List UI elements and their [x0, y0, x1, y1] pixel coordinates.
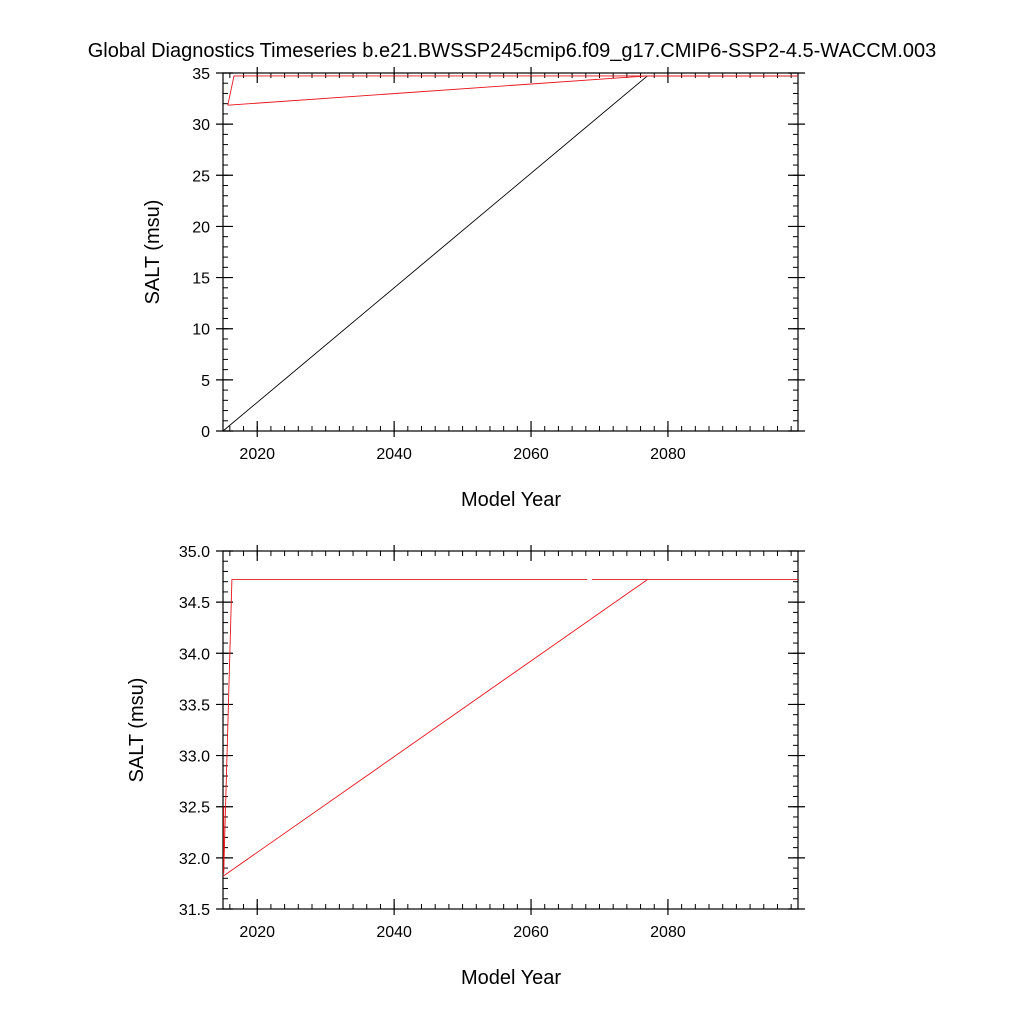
- y-tick-label: 32.5: [179, 800, 210, 817]
- panel-top: 2020 2040 2060 2080 0 5 10 15 20 25 30 35 Model Yea…: [142, 66, 805, 511]
- y-tick-label: 33.0: [179, 749, 210, 766]
- series-line-top-1: [227, 75, 798, 106]
- y-tick-label: 20: [192, 219, 210, 236]
- y-tick-label: 0: [201, 424, 210, 441]
- y-tick-label: 34.0: [179, 646, 210, 663]
- ticks-top: 2020 2040 2060 2080 0 5 10 15 20 25 30 35: [192, 66, 805, 463]
- x-axis-label-bottom: Model Year: [461, 967, 561, 989]
- series-line-bottom-0: [223, 579, 588, 874]
- chart-title: Global Diagnostics Timeseries b.e21.BWSS…: [88, 40, 937, 62]
- series-line-top-2: [227, 75, 778, 106]
- y-tick-label: 34.5: [179, 595, 210, 612]
- x-tick-label: 2060: [513, 924, 549, 941]
- y-tick-label: 5: [201, 373, 210, 390]
- y-tick-label: 25: [192, 168, 210, 185]
- panel-bottom: 2020 2040 2060 2080 31.5 32.0 32.5 33.0 33.5 34.0…: [126, 544, 805, 989]
- plot-frame-bottom: [222, 550, 799, 910]
- plot-frame-top: [222, 72, 799, 432]
- y-axis-label-bottom: SALT (msu): [126, 678, 148, 783]
- y-tick-label: 10: [192, 322, 210, 339]
- x-tick-label: 2080: [650, 924, 686, 941]
- y-tick-label: 35: [192, 66, 210, 83]
- y-axis-label-top: SALT (msu): [142, 200, 164, 305]
- y-tick-label: 33.5: [179, 697, 210, 714]
- x-tick-label: 2080: [650, 446, 686, 463]
- ticks-bottom: 2020 2040 2060 2080 31.5 32.0 32.5 33.0 33.5 34.0…: [179, 544, 805, 941]
- x-tick-label: 2040: [376, 924, 412, 941]
- series-top: [222, 75, 798, 432]
- x-axis-label-top: Model Year: [461, 489, 561, 511]
- y-tick-label: 30: [192, 117, 210, 134]
- x-tick-label: 2020: [239, 924, 275, 941]
- series-line-bottom-2: [222, 579, 648, 877]
- y-tick-label: 32.0: [179, 851, 210, 868]
- series-line-top-0: [222, 75, 798, 432]
- y-tick-label: 35.0: [179, 544, 210, 561]
- y-tick-label: 15: [192, 271, 210, 288]
- series-bottom: [222, 579, 798, 877]
- x-tick-label: 2020: [239, 446, 275, 463]
- x-tick-label: 2060: [513, 446, 549, 463]
- x-tick-label: 2040: [376, 446, 412, 463]
- y-tick-label: 31.5: [179, 902, 210, 919]
